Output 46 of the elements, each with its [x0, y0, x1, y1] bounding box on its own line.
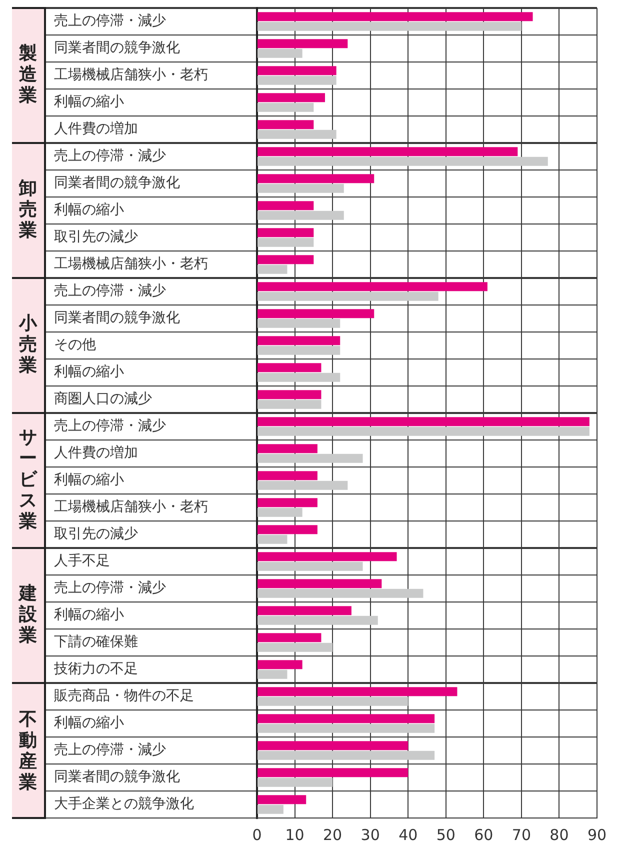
text: 不動産業	[19, 708, 37, 792]
y-tick-label: 取引先の減少	[54, 526, 138, 542]
y-tick-label: 利幅の縮小	[54, 715, 124, 732]
y-tick-label: 売上の停滞・減少	[54, 580, 166, 596]
text: 製造業	[19, 43, 37, 106]
x-tick-label: 30	[360, 826, 380, 844]
x-tick-label: 50	[436, 826, 456, 844]
y-tick-label: 取引先の減少	[54, 229, 138, 246]
text: 小売業	[19, 313, 37, 376]
y-tick-label: 利幅の縮小	[54, 202, 124, 218]
y-tick-label: 利幅の縮小	[54, 364, 124, 380]
y-tick-label: 同業者間の競争激化	[54, 769, 180, 786]
y-tick-label: 売上の停滞・減少	[54, 283, 166, 300]
y-tick-label: 同業者間の競争激化	[54, 310, 180, 326]
y-tick-label: 売上の停滞・減少	[54, 742, 166, 758]
x-tick-label: 80	[550, 826, 569, 844]
text: 卸売業	[19, 178, 37, 241]
y-tick-label: 人件費の増加	[54, 120, 138, 138]
y-tick-label: 下請の確保難	[54, 634, 138, 650]
y-tick-label: 利幅の縮小	[54, 94, 124, 110]
y-tick-label: 利幅の縮小	[54, 607, 124, 624]
y-tick-label: 同業者間の競争激化	[54, 40, 180, 56]
y-tick-label: 売上の停滞・減少	[54, 418, 166, 434]
y-tick-label: 利幅の縮小	[54, 472, 124, 488]
x-tick-label: 40	[398, 826, 418, 844]
y-tick-label: 商圏人口の減少	[54, 391, 152, 408]
y-tick-label: その他	[54, 337, 96, 354]
y-tick-label: 売上の停滞・減少	[54, 13, 166, 30]
x-tick-label: 20	[323, 826, 342, 844]
y-tick-label: 人件費の増加	[54, 444, 138, 462]
y-tick-label: 人手不足	[54, 553, 110, 570]
y-tick-label: 技術力の不足	[53, 661, 138, 678]
x-tick-label: 60	[474, 826, 494, 844]
y-tick-label: 工場機械店舗狭小・老朽	[54, 499, 208, 516]
y-tick-label: 大手企業との競争激化	[54, 796, 194, 812]
x-tick-label: 0	[252, 826, 262, 844]
x-tick-label: 70	[512, 826, 531, 844]
y-tick-label: 工場機械店舗狭小・老朽	[54, 256, 208, 272]
y-tick-label: 工場機械店舗狭小・老朽	[54, 67, 208, 84]
text: 建設業	[19, 583, 37, 646]
y-tick-label: 売上の停滞・減少	[54, 148, 166, 164]
x-tick-label: 90	[587, 826, 607, 844]
text: サービス業	[19, 427, 37, 532]
y-tick-label: 同業者間の競争激化	[54, 175, 180, 192]
x-tick-label: 10	[285, 826, 304, 844]
y-tick-label: 販売商品・物件の不足	[54, 688, 194, 704]
